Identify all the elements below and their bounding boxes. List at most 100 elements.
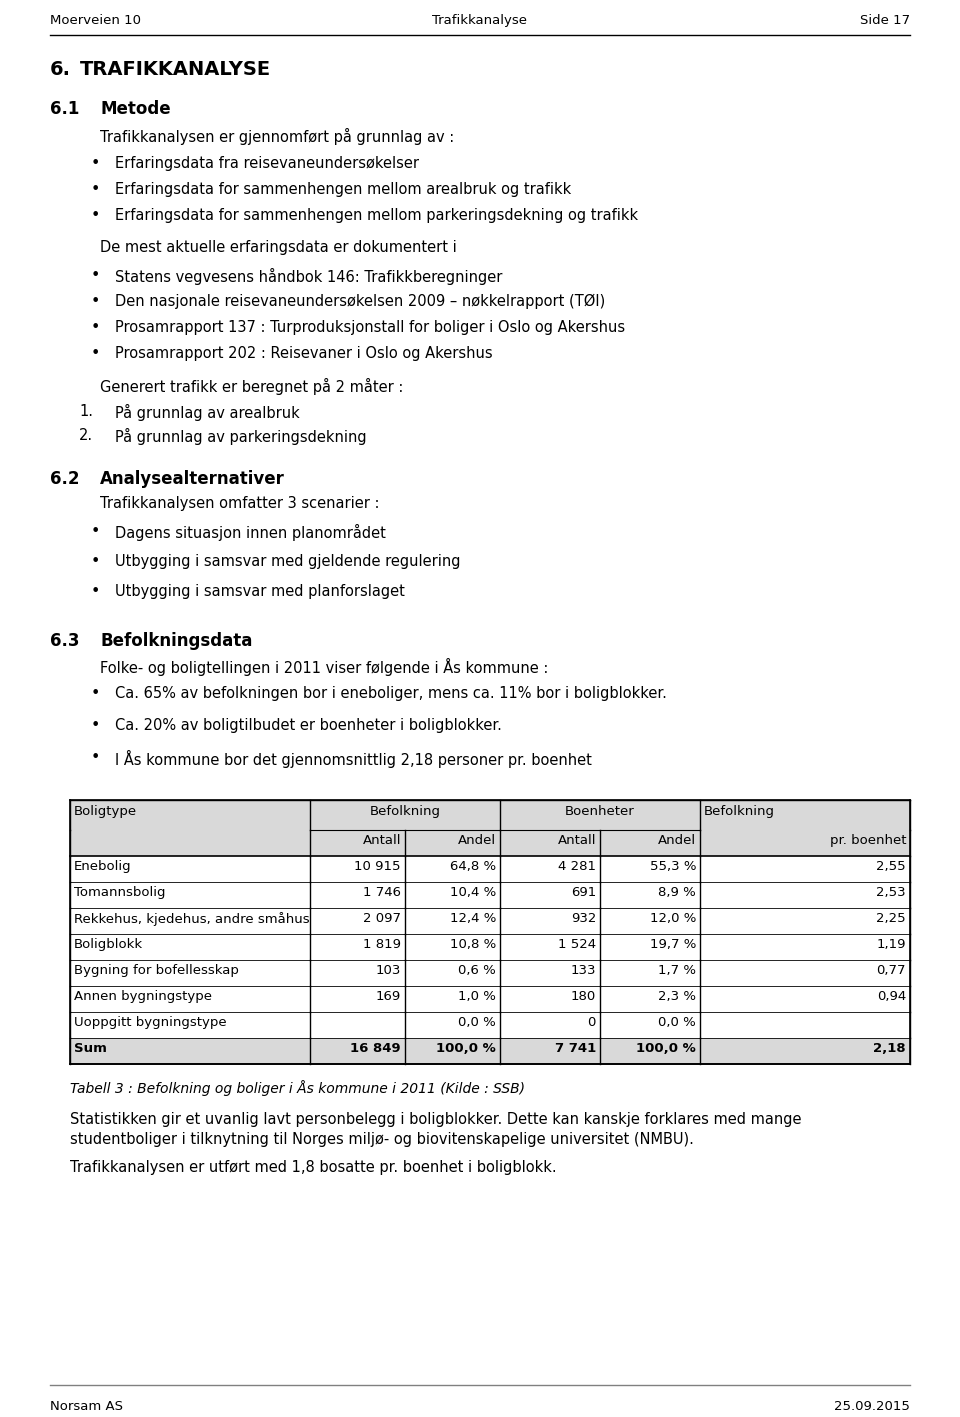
Text: Rekkehus, kjedehus, andre småhus: Rekkehus, kjedehus, andre småhus	[74, 913, 310, 925]
Text: Erfaringsdata for sammenhengen mellom parkeringsdekning og trafikk: Erfaringsdata for sammenhengen mellom pa…	[115, 208, 638, 222]
Text: 1,0 %: 1,0 %	[458, 990, 496, 1003]
Text: Bygning for bofellesskap: Bygning for bofellesskap	[74, 964, 239, 976]
Text: Boligtype: Boligtype	[74, 805, 137, 818]
Text: Erfaringsdata for sammenhengen mellom arealbruk og trafikk: Erfaringsdata for sammenhengen mellom ar…	[115, 181, 571, 197]
Text: •: •	[90, 181, 100, 197]
Text: Generert trafikk er beregnet på 2 måter :: Generert trafikk er beregnet på 2 måter …	[100, 378, 403, 395]
Text: 25.09.2015: 25.09.2015	[834, 1400, 910, 1413]
Text: 10,8 %: 10,8 %	[449, 938, 496, 951]
Text: •: •	[90, 686, 100, 701]
Text: 55,3 %: 55,3 %	[650, 860, 696, 873]
Text: 0,6 %: 0,6 %	[458, 964, 496, 976]
Bar	[70, 1039, 910, 1064]
Text: •: •	[90, 293, 100, 309]
Text: 0,0 %: 0,0 %	[458, 1016, 496, 1029]
Text: 2 097: 2 097	[363, 913, 401, 925]
Text: I Ås kommune bor det gjennomsnittlig 2,18 personer pr. boenhet: I Ås kommune bor det gjennomsnittlig 2,1…	[115, 750, 592, 768]
Text: Befolkning: Befolkning	[370, 805, 441, 818]
Text: 169: 169	[375, 990, 401, 1003]
Text: 7 741: 7 741	[555, 1041, 596, 1056]
Text: 1 819: 1 819	[363, 938, 401, 951]
Text: 19,7 %: 19,7 %	[650, 938, 696, 951]
Text: Ca. 20% av boligtilbudet er boenheter i boligblokker.: Ca. 20% av boligtilbudet er boenheter i …	[115, 718, 502, 733]
Text: 8,9 %: 8,9 %	[659, 886, 696, 898]
Text: •: •	[90, 346, 100, 361]
Text: •: •	[90, 320, 100, 334]
Text: •: •	[90, 554, 100, 570]
Text: 100,0 %: 100,0 %	[436, 1041, 496, 1056]
Text: Statistikken gir et uvanlig lavt personbelegg i boligblokker. Dette kan kanskje : Statistikken gir et uvanlig lavt personb…	[70, 1112, 802, 1127]
Text: Befolkningsdata: Befolkningsdata	[100, 632, 252, 650]
Text: Boenheter: Boenheter	[565, 805, 635, 818]
Text: Side 17: Side 17	[860, 14, 910, 27]
Text: 1,7 %: 1,7 %	[658, 964, 696, 976]
Text: Befolkning: Befolkning	[704, 805, 775, 818]
Text: Andel: Andel	[658, 835, 696, 847]
Text: Andel: Andel	[458, 835, 496, 847]
Text: 6.1: 6.1	[50, 101, 80, 118]
Text: •: •	[90, 208, 100, 222]
Text: TRAFIKKANALYSE: TRAFIKKANALYSE	[80, 60, 271, 79]
Text: 1 524: 1 524	[558, 938, 596, 951]
Text: 691: 691	[571, 886, 596, 898]
Text: Uoppgitt bygningstype: Uoppgitt bygningstype	[74, 1016, 227, 1029]
Text: Tomannsbolig: Tomannsbolig	[74, 886, 165, 898]
Text: Enebolig: Enebolig	[74, 860, 132, 873]
Text: 0,94: 0,94	[876, 990, 906, 1003]
Text: pr. boenhet: pr. boenhet	[829, 835, 906, 847]
Text: Annen bygningstype: Annen bygningstype	[74, 990, 212, 1003]
Text: Sum: Sum	[74, 1041, 107, 1056]
Text: 0: 0	[588, 1016, 596, 1029]
Text: 1 746: 1 746	[363, 886, 401, 898]
Text: 2,53: 2,53	[876, 886, 906, 898]
Text: Trafikkanalysen er utført med 1,8 bosatte pr. boenhet i boligblokk.: Trafikkanalysen er utført med 1,8 bosatt…	[70, 1161, 557, 1175]
Bar	[70, 801, 910, 830]
Text: 0,77: 0,77	[876, 964, 906, 976]
Text: Norsam AS: Norsam AS	[50, 1400, 123, 1413]
Text: Moerveien 10: Moerveien 10	[50, 14, 141, 27]
Text: •: •	[90, 524, 100, 538]
Text: Boligblokk: Boligblokk	[74, 938, 143, 951]
Text: Trafikkanalyse: Trafikkanalyse	[433, 14, 527, 27]
Text: Prosamrapport 137 : Turproduksjonstall for boliger i Oslo og Akershus: Prosamrapport 137 : Turproduksjonstall f…	[115, 320, 625, 334]
Text: 180: 180	[571, 990, 596, 1003]
Text: Antall: Antall	[558, 835, 596, 847]
Text: 64,8 %: 64,8 %	[450, 860, 496, 873]
Text: 6.3: 6.3	[50, 632, 80, 650]
Text: •: •	[90, 750, 100, 765]
Text: Utbygging i samsvar med planforslaget: Utbygging i samsvar med planforslaget	[115, 584, 405, 599]
Text: Folke- og boligtellingen i 2011 viser følgende i Ås kommune :: Folke- og boligtellingen i 2011 viser fø…	[100, 657, 548, 676]
Text: •: •	[90, 584, 100, 599]
Text: 1,19: 1,19	[876, 938, 906, 951]
Text: Erfaringsdata fra reisevaneundersøkelser: Erfaringsdata fra reisevaneundersøkelser	[115, 156, 419, 171]
Text: 1.: 1.	[79, 404, 93, 419]
Text: 10 915: 10 915	[354, 860, 401, 873]
Text: Ca. 65% av befolkningen bor i eneboliger, mens ca. 11% bor i boligblokker.: Ca. 65% av befolkningen bor i eneboliger…	[115, 686, 667, 701]
Text: På grunnlag av arealbruk: På grunnlag av arealbruk	[115, 404, 300, 421]
Text: Dagens situasjon innen planområdet: Dagens situasjon innen planområdet	[115, 524, 386, 541]
Text: •: •	[90, 268, 100, 283]
Text: På grunnlag av parkeringsdekning: På grunnlag av parkeringsdekning	[115, 428, 367, 445]
Text: 16 849: 16 849	[350, 1041, 401, 1056]
Text: Antall: Antall	[363, 835, 401, 847]
Text: 6.2: 6.2	[50, 470, 80, 487]
Text: De mest aktuelle erfaringsdata er dokumentert i: De mest aktuelle erfaringsdata er dokume…	[100, 239, 457, 255]
Text: 2,25: 2,25	[876, 913, 906, 925]
Bar	[70, 830, 910, 856]
Text: Den nasjonale reisevaneundersøkelsen 2009 – nøkkelrapport (TØI): Den nasjonale reisevaneundersøkelsen 200…	[115, 293, 605, 309]
Text: 12,0 %: 12,0 %	[650, 913, 696, 925]
Text: 12,4 %: 12,4 %	[449, 913, 496, 925]
Text: 10,4 %: 10,4 %	[449, 886, 496, 898]
Text: •: •	[90, 156, 100, 171]
Text: 133: 133	[570, 964, 596, 976]
Text: 2,3 %: 2,3 %	[658, 990, 696, 1003]
Text: 0,0 %: 0,0 %	[659, 1016, 696, 1029]
Text: 4 281: 4 281	[558, 860, 596, 873]
Text: Analysealternativer: Analysealternativer	[100, 470, 285, 487]
Text: Statens vegvesens håndbok 146: Trafikkberegninger: Statens vegvesens håndbok 146: Trafikkbe…	[115, 268, 502, 285]
Text: 2,55: 2,55	[876, 860, 906, 873]
Text: Utbygging i samsvar med gjeldende regulering: Utbygging i samsvar med gjeldende regule…	[115, 554, 461, 570]
Text: 6.: 6.	[50, 60, 71, 79]
Text: 103: 103	[375, 964, 401, 976]
Text: Trafikkanalysen omfatter 3 scenarier :: Trafikkanalysen omfatter 3 scenarier :	[100, 496, 379, 512]
